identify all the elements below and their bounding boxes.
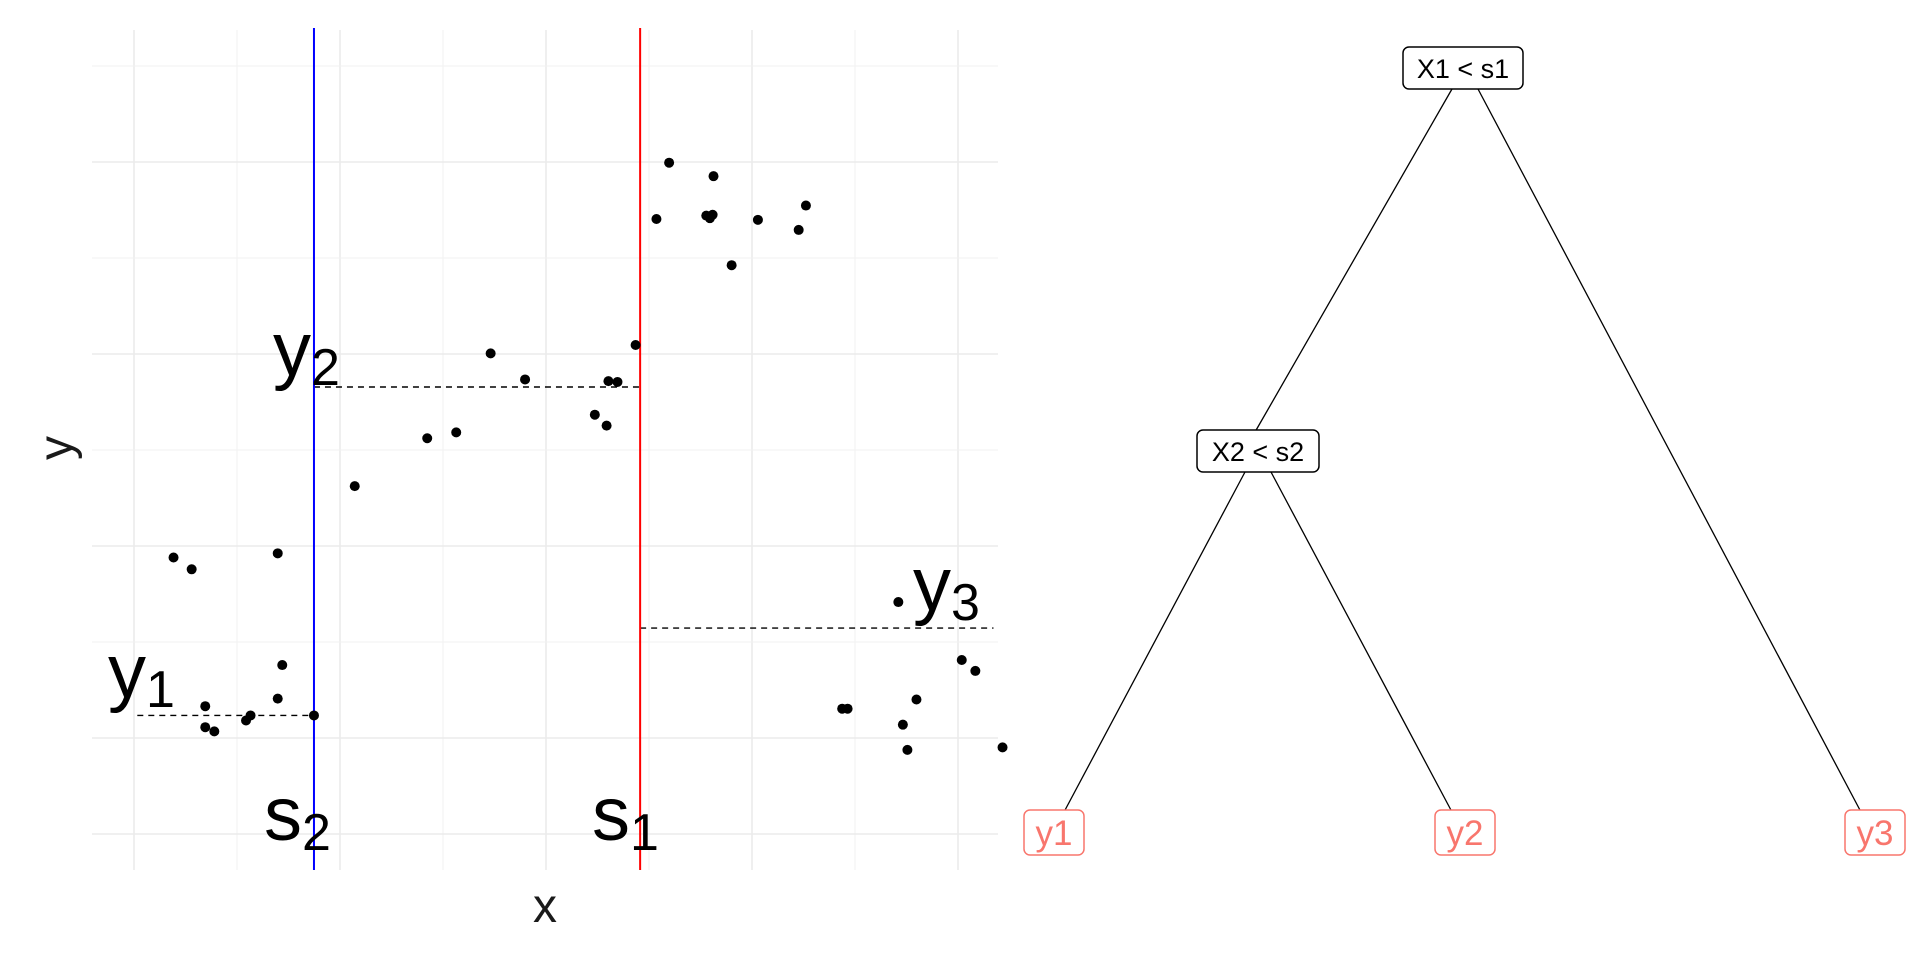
data-point bbox=[956, 655, 967, 665]
plot-grid bbox=[92, 30, 998, 870]
data-point bbox=[970, 665, 981, 676]
tree-leaf-y1: y1 bbox=[1023, 809, 1085, 856]
tree-edge-root-inner bbox=[1254, 88, 1453, 433]
label-y3: y3 bbox=[913, 542, 980, 632]
data-point bbox=[707, 209, 718, 220]
data-point bbox=[272, 693, 283, 704]
data-point bbox=[911, 694, 922, 705]
data-point bbox=[997, 742, 1008, 753]
data-point bbox=[451, 427, 462, 438]
data-point bbox=[168, 552, 179, 563]
tree-node-inner-label: X2 < s2 bbox=[1212, 437, 1304, 467]
data-point bbox=[520, 374, 531, 385]
tree-edge-inner-y1 bbox=[1063, 471, 1246, 813]
x-axis-title: x bbox=[533, 880, 557, 933]
data-point bbox=[708, 171, 719, 182]
data-point bbox=[752, 214, 763, 225]
data-point bbox=[902, 744, 913, 755]
y-axis-title: y bbox=[30, 436, 83, 460]
tree-node-root: X1 < s1 bbox=[1402, 46, 1524, 90]
data-point bbox=[793, 224, 804, 235]
region-mean-lines bbox=[137, 386, 994, 717]
data-point bbox=[277, 660, 288, 671]
tree-leaf-y1-label: y1 bbox=[1036, 814, 1073, 853]
decision-tree-panel: X1 < s1 X2 < s2 y1 y2 y3 bbox=[1023, 46, 1906, 856]
split-lines bbox=[312, 28, 642, 870]
data-point bbox=[589, 409, 600, 420]
data-point bbox=[308, 710, 319, 721]
tree-node-root-label: X1 < s1 bbox=[1417, 54, 1509, 84]
data-point bbox=[893, 597, 904, 608]
data-point bbox=[422, 433, 433, 444]
data-point bbox=[612, 376, 623, 387]
data-point bbox=[200, 701, 211, 712]
data-point bbox=[664, 157, 675, 168]
data-point bbox=[485, 348, 496, 359]
data-point bbox=[200, 722, 211, 733]
data-point bbox=[603, 376, 614, 387]
data-points bbox=[168, 157, 1008, 755]
tree-leaf-y2: y2 bbox=[1434, 809, 1496, 856]
label-y2: y2 bbox=[273, 307, 340, 397]
data-point bbox=[272, 548, 283, 559]
tree-leaf-y2-label: y2 bbox=[1447, 814, 1484, 853]
tree-leaf-y3: y3 bbox=[1844, 809, 1906, 856]
data-point bbox=[630, 340, 641, 350]
data-point bbox=[897, 719, 908, 730]
tree-node-inner: X2 < s2 bbox=[1196, 429, 1320, 473]
data-point bbox=[601, 420, 612, 431]
data-point bbox=[651, 214, 662, 224]
data-point bbox=[842, 703, 853, 714]
tree-edge-inner-y2 bbox=[1270, 471, 1453, 813]
data-point bbox=[186, 564, 197, 575]
label-s2: s2 bbox=[264, 772, 331, 862]
data-point bbox=[349, 481, 360, 492]
scatter-plot-panel: y1 y2 y3 s2 s1 x y bbox=[30, 28, 1008, 933]
data-point bbox=[245, 710, 256, 721]
label-s1: s1 bbox=[592, 772, 659, 862]
tree-edge-root-y3 bbox=[1477, 88, 1862, 813]
data-point bbox=[726, 260, 737, 271]
data-point bbox=[800, 200, 811, 211]
data-point bbox=[209, 726, 220, 737]
tree-leaf-y3-label: y3 bbox=[1857, 814, 1894, 853]
label-y1: y1 bbox=[108, 629, 175, 719]
